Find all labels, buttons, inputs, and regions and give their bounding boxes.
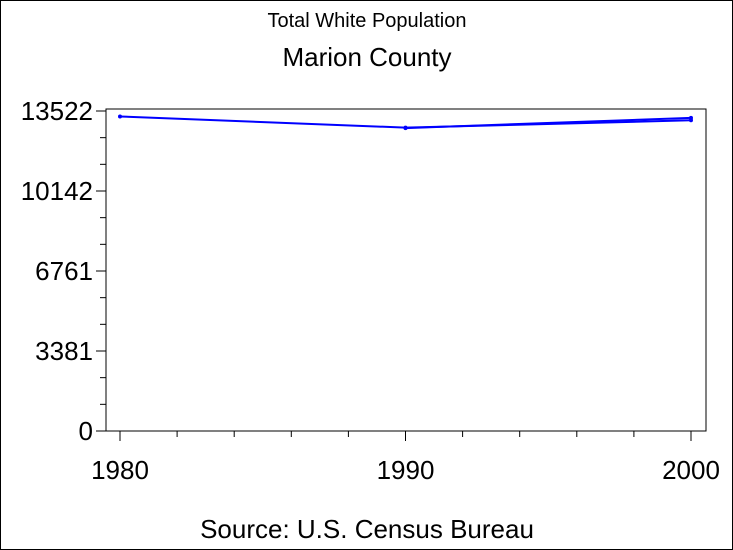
chart-source-note: Source: U.S. Census Bureau bbox=[200, 514, 534, 544]
data-point bbox=[118, 114, 122, 119]
x-tick-label: 1990 bbox=[377, 455, 435, 485]
y-axis: 0 3381 6761 10142 13522 bbox=[21, 96, 106, 446]
y-tick-label: 0 bbox=[79, 416, 93, 446]
series-line-2 bbox=[405, 116, 692, 130]
chart-title: Total White Population bbox=[267, 10, 466, 32]
data-point bbox=[403, 126, 408, 131]
x-axis: 1980 1990 2000 bbox=[91, 431, 720, 485]
x-tick-label: 2000 bbox=[662, 455, 720, 485]
y-tick-label: 6761 bbox=[35, 256, 93, 286]
plot-area bbox=[105, 108, 707, 432]
data-point bbox=[689, 115, 693, 120]
y-tick-label: 13522 bbox=[21, 96, 93, 126]
x-tick-label: 1980 bbox=[91, 455, 149, 485]
chart-subtitle: Marion County bbox=[282, 42, 451, 72]
y-tick-label: 3381 bbox=[35, 336, 93, 366]
series-layer bbox=[118, 114, 693, 131]
y-tick-label: 10142 bbox=[21, 176, 93, 206]
